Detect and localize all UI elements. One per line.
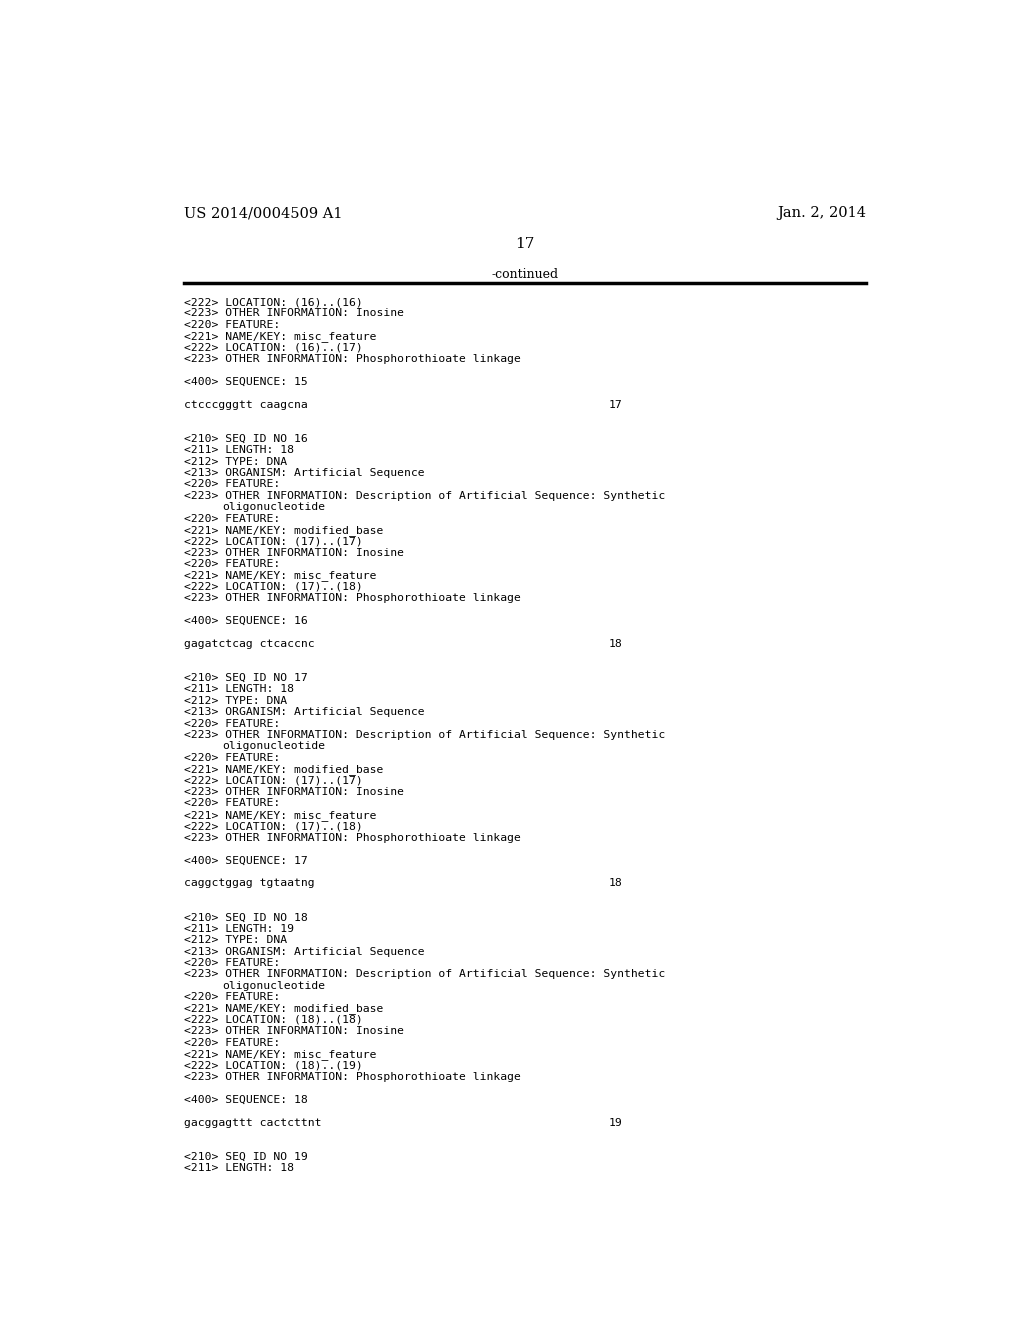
Text: <220> FEATURE:: <220> FEATURE: xyxy=(183,958,280,968)
Text: <223> OTHER INFORMATION: Phosphorothioate linkage: <223> OTHER INFORMATION: Phosphorothioat… xyxy=(183,354,520,364)
Text: <221> NAME/KEY: misc_feature: <221> NAME/KEY: misc_feature xyxy=(183,331,376,342)
Text: ctcccgggtt caagcna: ctcccgggtt caagcna xyxy=(183,400,307,409)
Text: <220> FEATURE:: <220> FEATURE: xyxy=(183,479,280,490)
Text: <400> SEQUENCE: 17: <400> SEQUENCE: 17 xyxy=(183,855,307,866)
Text: <221> NAME/KEY: modified_base: <221> NAME/KEY: modified_base xyxy=(183,764,383,775)
Text: <223> OTHER INFORMATION: Description of Artificial Sequence: Synthetic: <223> OTHER INFORMATION: Description of … xyxy=(183,491,665,500)
Text: <223> OTHER INFORMATION: Phosphorothioate linkage: <223> OTHER INFORMATION: Phosphorothioat… xyxy=(183,833,520,842)
Text: <212> TYPE: DNA: <212> TYPE: DNA xyxy=(183,696,287,706)
Text: <223> OTHER INFORMATION: Description of Artificial Sequence: Synthetic: <223> OTHER INFORMATION: Description of … xyxy=(183,969,665,979)
Text: <223> OTHER INFORMATION: Phosphorothioate linkage: <223> OTHER INFORMATION: Phosphorothioat… xyxy=(183,593,520,603)
Text: <220> FEATURE:: <220> FEATURE: xyxy=(183,752,280,763)
Text: oligonucleotide: oligonucleotide xyxy=(222,742,326,751)
Text: <211> LENGTH: 18: <211> LENGTH: 18 xyxy=(183,685,294,694)
Text: <223> OTHER INFORMATION: Inosine: <223> OTHER INFORMATION: Inosine xyxy=(183,787,403,797)
Text: <210> SEQ ID NO 18: <210> SEQ ID NO 18 xyxy=(183,912,307,923)
Text: 18: 18 xyxy=(608,639,623,649)
Text: <222> LOCATION: (17)..(18): <222> LOCATION: (17)..(18) xyxy=(183,582,362,591)
Text: 18: 18 xyxy=(608,878,623,888)
Text: <400> SEQUENCE: 18: <400> SEQUENCE: 18 xyxy=(183,1094,307,1105)
Text: <220> FEATURE:: <220> FEATURE: xyxy=(183,718,280,729)
Text: 17: 17 xyxy=(608,400,623,409)
Text: <210> SEQ ID NO 17: <210> SEQ ID NO 17 xyxy=(183,673,307,682)
Text: Jan. 2, 2014: Jan. 2, 2014 xyxy=(777,206,866,220)
Text: <220> FEATURE:: <220> FEATURE: xyxy=(183,560,280,569)
Text: <221> NAME/KEY: misc_feature: <221> NAME/KEY: misc_feature xyxy=(183,810,376,821)
Text: oligonucleotide: oligonucleotide xyxy=(222,981,326,991)
Text: caggctggag tgtaatng: caggctggag tgtaatng xyxy=(183,878,314,888)
Text: <212> TYPE: DNA: <212> TYPE: DNA xyxy=(183,935,287,945)
Text: <222> LOCATION: (18)..(18): <222> LOCATION: (18)..(18) xyxy=(183,1015,362,1024)
Text: <212> TYPE: DNA: <212> TYPE: DNA xyxy=(183,457,287,466)
Text: <221> NAME/KEY: misc_feature: <221> NAME/KEY: misc_feature xyxy=(183,1049,376,1060)
Text: US 2014/0004509 A1: US 2014/0004509 A1 xyxy=(183,206,342,220)
Text: <223> OTHER INFORMATION: Inosine: <223> OTHER INFORMATION: Inosine xyxy=(183,1027,403,1036)
Text: <221> NAME/KEY: misc_feature: <221> NAME/KEY: misc_feature xyxy=(183,570,376,581)
Text: <400> SEQUENCE: 15: <400> SEQUENCE: 15 xyxy=(183,376,307,387)
Text: gagatctcag ctcaccnc: gagatctcag ctcaccnc xyxy=(183,639,314,649)
Text: <222> LOCATION: (18)..(19): <222> LOCATION: (18)..(19) xyxy=(183,1060,362,1071)
Text: <213> ORGANISM: Artificial Sequence: <213> ORGANISM: Artificial Sequence xyxy=(183,708,424,717)
Text: <220> FEATURE:: <220> FEATURE: xyxy=(183,513,280,524)
Text: <400> SEQUENCE: 16: <400> SEQUENCE: 16 xyxy=(183,616,307,626)
Text: <220> FEATURE:: <220> FEATURE: xyxy=(183,799,280,808)
Text: <222> LOCATION: (17)..(18): <222> LOCATION: (17)..(18) xyxy=(183,821,362,832)
Text: <210> SEQ ID NO 16: <210> SEQ ID NO 16 xyxy=(183,434,307,444)
Text: <223> OTHER INFORMATION: Phosphorothioate linkage: <223> OTHER INFORMATION: Phosphorothioat… xyxy=(183,1072,520,1082)
Text: <222> LOCATION: (17)..(17): <222> LOCATION: (17)..(17) xyxy=(183,536,362,546)
Text: <213> ORGANISM: Artificial Sequence: <213> ORGANISM: Artificial Sequence xyxy=(183,946,424,957)
Text: <211> LENGTH: 18: <211> LENGTH: 18 xyxy=(183,1163,294,1173)
Text: <220> FEATURE:: <220> FEATURE: xyxy=(183,993,280,1002)
Text: <222> LOCATION: (17)..(17): <222> LOCATION: (17)..(17) xyxy=(183,776,362,785)
Text: <220> FEATURE:: <220> FEATURE: xyxy=(183,1038,280,1048)
Text: <220> FEATURE:: <220> FEATURE: xyxy=(183,319,280,330)
Text: <223> OTHER INFORMATION: Inosine: <223> OTHER INFORMATION: Inosine xyxy=(183,548,403,558)
Text: oligonucleotide: oligonucleotide xyxy=(222,502,326,512)
Text: <221> NAME/KEY: modified_base: <221> NAME/KEY: modified_base xyxy=(183,525,383,536)
Text: <210> SEQ ID NO 19: <210> SEQ ID NO 19 xyxy=(183,1151,307,1162)
Text: gacggagttt cactcttnt: gacggagttt cactcttnt xyxy=(183,1118,322,1127)
Text: <222> LOCATION: (16)..(16): <222> LOCATION: (16)..(16) xyxy=(183,297,362,308)
Text: <211> LENGTH: 18: <211> LENGTH: 18 xyxy=(183,445,294,455)
Text: <213> ORGANISM: Artificial Sequence: <213> ORGANISM: Artificial Sequence xyxy=(183,469,424,478)
Text: 19: 19 xyxy=(608,1118,623,1127)
Text: 17: 17 xyxy=(515,238,535,251)
Text: <211> LENGTH: 19: <211> LENGTH: 19 xyxy=(183,924,294,933)
Text: <223> OTHER INFORMATION: Inosine: <223> OTHER INFORMATION: Inosine xyxy=(183,309,403,318)
Text: -continued: -continued xyxy=(492,268,558,281)
Text: <221> NAME/KEY: modified_base: <221> NAME/KEY: modified_base xyxy=(183,1003,383,1015)
Text: <222> LOCATION: (16)..(17): <222> LOCATION: (16)..(17) xyxy=(183,343,362,352)
Text: <223> OTHER INFORMATION: Description of Artificial Sequence: Synthetic: <223> OTHER INFORMATION: Description of … xyxy=(183,730,665,741)
